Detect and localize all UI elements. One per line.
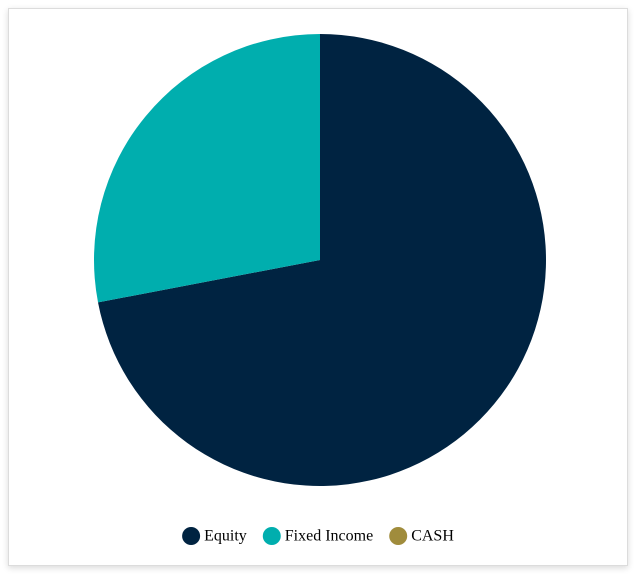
legend-label[interactable]: CASH — [411, 528, 454, 545]
pie-slice — [98, 34, 547, 486]
legend-label[interactable]: Equity — [204, 528, 247, 545]
pie-slice — [93, 34, 320, 303]
legend-label[interactable]: Fixed Income — [285, 528, 373, 545]
legend-marker[interactable] — [262, 527, 281, 545]
legend-marker[interactable] — [389, 527, 408, 545]
legend-marker[interactable] — [182, 527, 201, 545]
